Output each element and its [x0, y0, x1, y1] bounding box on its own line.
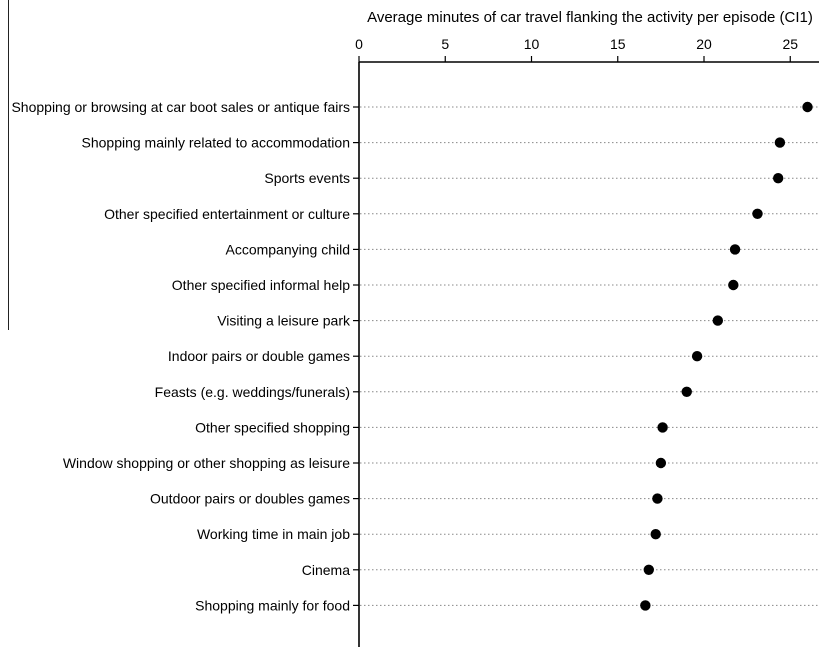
- left-border-line: [8, 0, 9, 330]
- data-point: [652, 493, 663, 504]
- x-tick-label: 5: [441, 36, 449, 52]
- category-label: Shopping mainly for food: [195, 597, 350, 613]
- data-point: [640, 600, 651, 611]
- data-point: [752, 208, 763, 219]
- data-point: [712, 315, 723, 326]
- data-points: [640, 101, 813, 611]
- category-label: Outdoor pairs or doubles games: [150, 491, 350, 507]
- axes: [358, 61, 819, 647]
- category-label: Working time in main job: [197, 526, 350, 542]
- x-tick-label: 25: [782, 36, 798, 52]
- data-point: [643, 564, 654, 575]
- x-axis-ticks: 0 5 10 15 20 25: [355, 36, 798, 62]
- category-label: Accompanying child: [225, 241, 350, 257]
- data-point: [802, 101, 813, 113]
- data-point: [691, 351, 703, 362]
- data-point: [728, 279, 739, 291]
- category-label: Shopping mainly related to accommodation: [82, 135, 351, 151]
- x-axis-title: Average minutes of car travel flanking t…: [367, 9, 813, 26]
- category-label: Shopping or browsing at car boot sales o…: [11, 99, 350, 115]
- data-point: [772, 173, 784, 184]
- x-tick-label: 15: [610, 36, 626, 52]
- data-point: [655, 457, 667, 469]
- category-label: Visiting a leisure park: [217, 313, 351, 329]
- category-label: Cinema: [302, 562, 350, 578]
- category-label: Other specified shopping: [195, 419, 350, 435]
- data-point: [729, 244, 741, 255]
- data-point: [681, 386, 692, 397]
- category-label: Sports events: [264, 170, 350, 186]
- category-label: Feasts (e.g. weddings/funerals): [155, 384, 350, 400]
- category-label: Other specified informal help: [172, 277, 350, 293]
- x-tick-label: 20: [696, 36, 712, 52]
- category-labels: Shopping or browsing at car boot sales o…: [11, 99, 351, 613]
- category-label: Other specified entertainment or culture: [104, 206, 350, 222]
- data-point: [650, 529, 661, 540]
- data-point: [774, 137, 786, 148]
- category-label: Window shopping or other shopping as lei…: [63, 455, 350, 471]
- x-tick-label: 0: [355, 36, 363, 52]
- guide-lines: [353, 106, 819, 607]
- data-point: [657, 422, 668, 433]
- category-label: Indoor pairs or double games: [168, 348, 350, 364]
- x-tick-label: 10: [524, 36, 540, 52]
